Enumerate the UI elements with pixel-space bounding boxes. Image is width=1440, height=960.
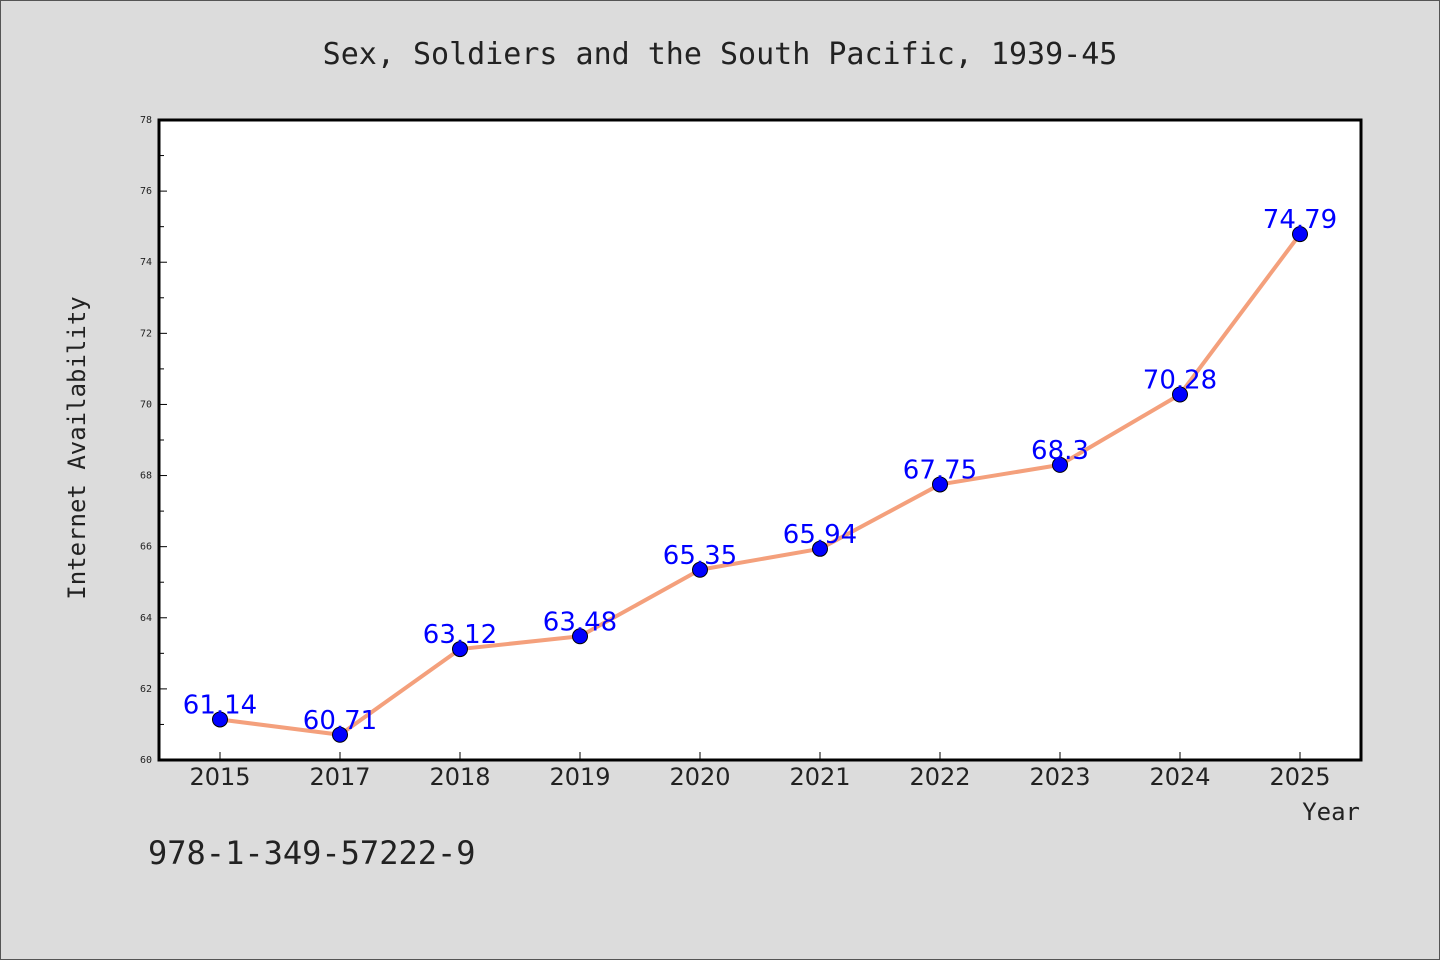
plot-area <box>157 118 1363 762</box>
data-point <box>692 561 708 578</box>
data-point <box>572 628 588 645</box>
x-tick-label: 2023 <box>1029 763 1090 791</box>
y-axis-ticks: 60 62 64 66 68 70 72 74 76 78 <box>140 115 167 766</box>
data-point <box>1292 226 1308 243</box>
y-tick-label: 74 <box>140 257 152 268</box>
data-label: 74.79 <box>1263 205 1337 235</box>
data-label: 65.35 <box>663 541 737 571</box>
chart-title: Sex, Soldiers and the South Pacific, 193… <box>323 37 1118 72</box>
y-tick-label: 66 <box>140 542 152 553</box>
data-point <box>332 726 348 743</box>
x-tick-label: 2017 <box>309 763 370 791</box>
y-tick-label: 78 <box>140 115 152 126</box>
y-tick-label: 60 <box>140 755 152 766</box>
x-tick-label: 2019 <box>549 763 610 791</box>
data-label: 67.75 <box>903 455 977 485</box>
x-axis-label: Year <box>1302 798 1360 826</box>
x-tick-label: 2018 <box>429 763 490 791</box>
series-points <box>212 226 1308 743</box>
data-label: 61.14 <box>183 690 257 720</box>
y-tick-label: 72 <box>140 328 152 339</box>
y-tick-label: 64 <box>140 613 152 624</box>
data-label: 68.3 <box>1031 436 1089 466</box>
x-tick-label: 2022 <box>909 763 970 791</box>
y-tick-label: 70 <box>140 399 152 410</box>
data-point <box>1052 456 1068 473</box>
data-label: 60.71 <box>303 706 377 736</box>
isbn-label: 978-1-349-57222-9 <box>148 834 476 872</box>
x-tick-label: 2021 <box>789 763 850 791</box>
x-tick-label: 2020 <box>669 763 730 791</box>
data-point <box>212 711 228 728</box>
series-line <box>218 232 1302 737</box>
data-point <box>932 476 948 493</box>
y-tick-label: 76 <box>140 186 152 197</box>
y-tick-label: 62 <box>140 684 152 695</box>
data-point <box>452 641 468 658</box>
data-label: 65.94 <box>783 520 857 550</box>
data-point <box>812 540 828 557</box>
x-axis-ticks: 2015 2017 2018 2019 2020 2021 2022 2023 2024 2025 <box>189 752 1331 791</box>
x-tick-label: 2024 <box>1149 763 1210 791</box>
data-label: 63.48 <box>543 607 617 637</box>
y-tick-label: 68 <box>140 471 152 482</box>
data-label: 70.28 <box>1143 365 1217 395</box>
data-labels: 61.14 60.71 63.12 63.48 65.35 65.94 67.75 68.3 7… <box>183 205 1337 736</box>
x-tick-label: 2025 <box>1269 763 1330 791</box>
data-point <box>1172 386 1188 403</box>
data-label: 63.12 <box>423 620 497 650</box>
y-axis-label: Internet Availability <box>63 296 91 599</box>
x-tick-label: 2015 <box>189 763 250 791</box>
